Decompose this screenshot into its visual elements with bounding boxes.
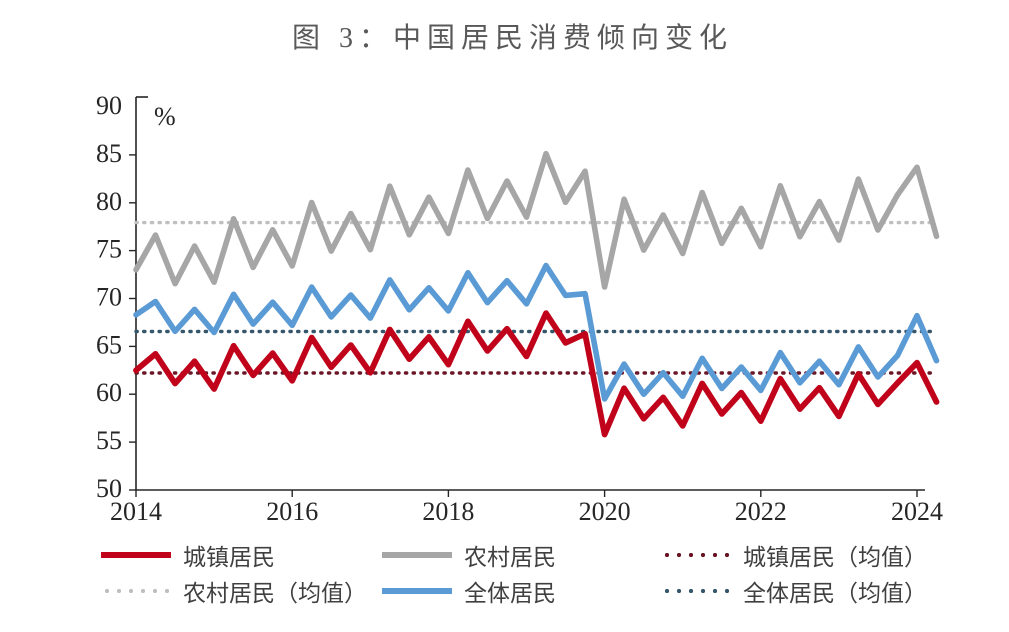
svg-text:55: 55	[96, 426, 122, 455]
svg-text:80: 80	[96, 187, 122, 216]
svg-text:65: 65	[96, 330, 122, 359]
svg-text:75: 75	[96, 235, 122, 264]
svg-text:2016: 2016	[266, 497, 318, 526]
svg-text:70: 70	[96, 283, 122, 312]
svg-text:%: %	[154, 102, 176, 131]
svg-text:60: 60	[96, 378, 122, 407]
svg-text:90: 90	[96, 91, 122, 120]
svg-text:2020: 2020	[579, 497, 631, 526]
svg-text:2018: 2018	[422, 497, 474, 526]
svg-text:2014: 2014	[110, 497, 162, 526]
svg-text:2022: 2022	[735, 497, 787, 526]
svg-text:85: 85	[96, 139, 122, 168]
svg-text:2024: 2024	[891, 497, 943, 526]
